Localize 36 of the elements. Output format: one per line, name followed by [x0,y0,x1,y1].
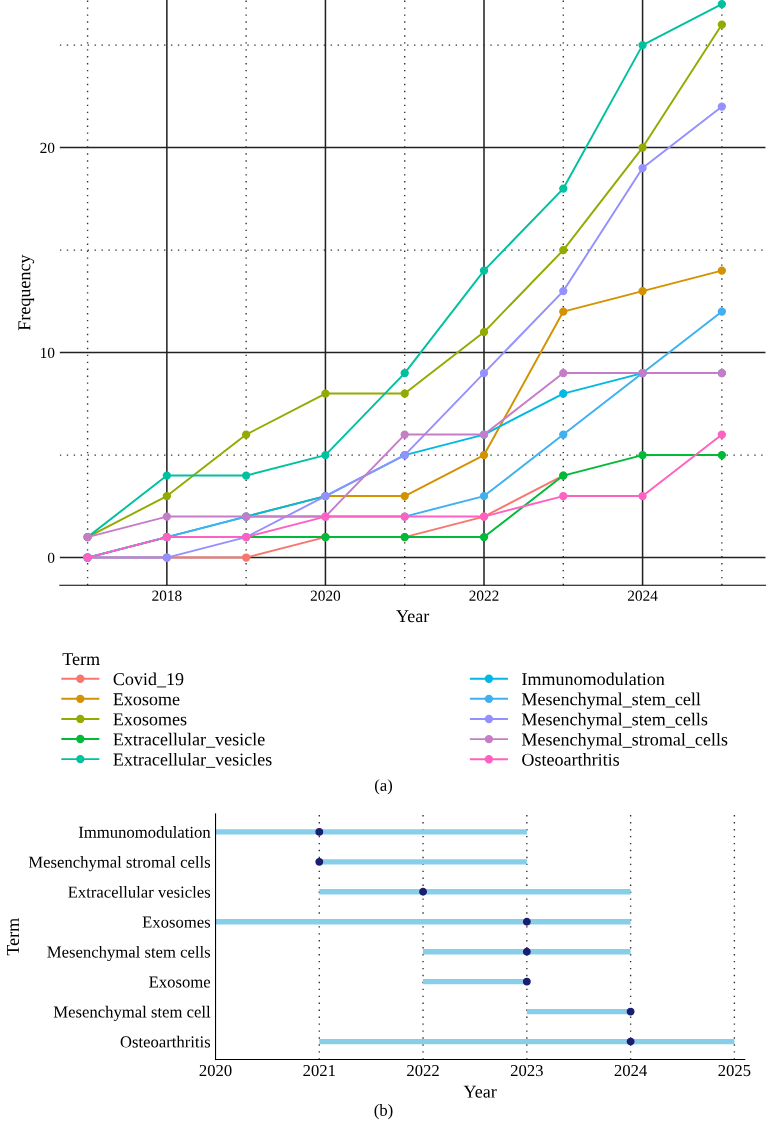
x-axis-title: Year [396,610,430,623]
x-tick-label: 2025 [718,1064,751,1077]
x-tick-label: 2020 [310,590,341,601]
legend-label: Covid_19 [113,672,184,688]
y-tick-label: Mesenchymal stromal cells [28,856,211,872]
x-tick-label: 2024 [614,1064,648,1077]
legend-label: Mesenchymal_stromal_cells [521,732,728,750]
y-tick-label: Exosome [149,976,211,988]
x-tick-label: 2021 [303,1064,335,1077]
y-tick-label: Mesenchymal stem cell [53,1005,211,1021]
y-tick-label: 0 [47,552,55,564]
y-tick-label: Exosomes [142,916,211,928]
x-tick-label: 2022 [407,1064,439,1077]
x-tick-label: 2023 [510,1064,543,1077]
legend-title: Term [62,653,100,666]
legend-label: Mesenchymal_stem_cells [521,712,708,730]
legend-label: Extracellular_vesicles [113,752,272,768]
x-tick-label: 2022 [469,590,499,601]
x-tick-label: 2018 [152,590,182,601]
y-tick-label: Extracellular vesicles [68,886,211,898]
y-tick-label: Immunomodulation [78,826,211,838]
x-tick-label: 2020 [199,1064,232,1077]
legend-label: Immunomodulation [522,672,665,686]
legend-label: Mesenchymal_stem_cell [521,692,701,710]
legend-label: Osteoarthritis [522,753,620,766]
y-axis-title: Frequency [18,254,35,331]
text: (b) [374,1104,393,1120]
x-tick-label: 2024 [627,590,658,601]
legend-label: Extracellular_vesicle [113,732,265,748]
y-axis-title: Term [7,918,20,956]
y-tick-label: Mesenchymal stem cells [47,945,211,962]
y-tick-label: 20 [40,142,55,154]
y-tick-label: 10 [41,347,55,359]
x-axis-title: Year [463,1085,497,1098]
text: (a) [374,779,393,795]
y-tick-label: Osteoarthritis [120,1035,211,1048]
